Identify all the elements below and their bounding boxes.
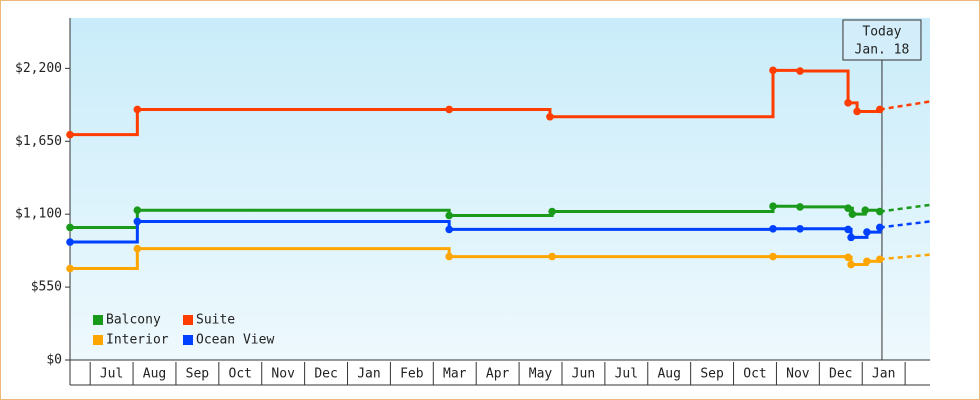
price-line xyxy=(70,68,882,137)
legend-label: Interior xyxy=(106,333,169,348)
x-tick-label: Oct xyxy=(743,367,766,382)
price-point xyxy=(445,211,453,220)
today-date: Jan. 18 xyxy=(855,43,910,58)
x-tick-label: Nov xyxy=(271,367,295,382)
price-point xyxy=(66,238,74,246)
price-point xyxy=(66,223,74,232)
y-tick-label: $2,200 xyxy=(15,61,62,76)
x-tick-label: Aug xyxy=(143,367,166,382)
price-point xyxy=(848,210,857,218)
x-tick-label: Jan xyxy=(357,367,380,382)
price-point xyxy=(844,204,852,213)
x-tick-label: May xyxy=(529,367,553,382)
price-point xyxy=(876,207,884,216)
x-tick-label: Apr xyxy=(486,367,510,382)
x-tick-label: Jan xyxy=(872,367,895,382)
price-point xyxy=(861,206,870,215)
price-point xyxy=(445,252,453,261)
legend-swatch xyxy=(183,335,193,345)
x-tick-label: Dec xyxy=(829,367,852,382)
price-point xyxy=(66,130,74,139)
price-point xyxy=(133,206,142,215)
price-point xyxy=(769,252,777,261)
x-tick-label: Oct xyxy=(229,367,252,382)
price-point xyxy=(548,252,556,261)
x-tick-label: Jul xyxy=(100,367,123,382)
price-point xyxy=(863,257,871,266)
legend-label: Suite xyxy=(196,313,235,328)
price-point xyxy=(844,253,852,262)
price-point xyxy=(546,112,554,121)
x-tick-label: Nov xyxy=(786,367,810,382)
price-point xyxy=(796,67,804,75)
price-point xyxy=(844,225,852,234)
price-point xyxy=(796,203,804,211)
price-point xyxy=(863,228,871,236)
price-point xyxy=(769,66,777,75)
price-point xyxy=(847,260,855,269)
legend-swatch xyxy=(93,335,103,345)
x-tick-label: Mar xyxy=(443,367,467,382)
x-tick-label: Aug xyxy=(657,367,680,382)
legend-label: Ocean View xyxy=(196,333,274,348)
x-tick-label: Jun xyxy=(572,367,595,382)
legend-swatch xyxy=(93,315,103,325)
price-point xyxy=(853,107,861,116)
y-tick-label: $1,650 xyxy=(15,134,62,149)
price-point xyxy=(847,233,855,242)
y-tick-label: $0 xyxy=(46,353,62,368)
price-point xyxy=(445,105,453,114)
price-point xyxy=(769,224,777,233)
price-point xyxy=(133,105,142,114)
plot-area xyxy=(70,18,930,360)
price-point xyxy=(769,202,777,211)
price-point xyxy=(876,223,884,232)
price-point xyxy=(796,224,804,233)
today-label: Today xyxy=(862,25,901,40)
price-point xyxy=(548,207,556,216)
today-box xyxy=(842,19,922,61)
x-tick-label: Dec xyxy=(314,367,337,382)
legend-swatch xyxy=(183,315,193,325)
legend-label: Balcony xyxy=(106,313,161,328)
price-point xyxy=(876,255,884,264)
price-point xyxy=(66,264,74,273)
price-point xyxy=(445,225,453,234)
x-tick-label: Sep xyxy=(700,367,724,382)
y-tick-label: $550 xyxy=(31,280,62,295)
x-tick-label: Sep xyxy=(186,367,210,382)
x-tick-label: Jul xyxy=(615,367,638,382)
price-point xyxy=(133,244,142,253)
price-point xyxy=(133,217,142,226)
y-tick-label: $1,100 xyxy=(15,207,62,222)
price-point xyxy=(876,105,884,114)
x-tick-label: Feb xyxy=(400,367,424,382)
price-point xyxy=(844,99,852,107)
